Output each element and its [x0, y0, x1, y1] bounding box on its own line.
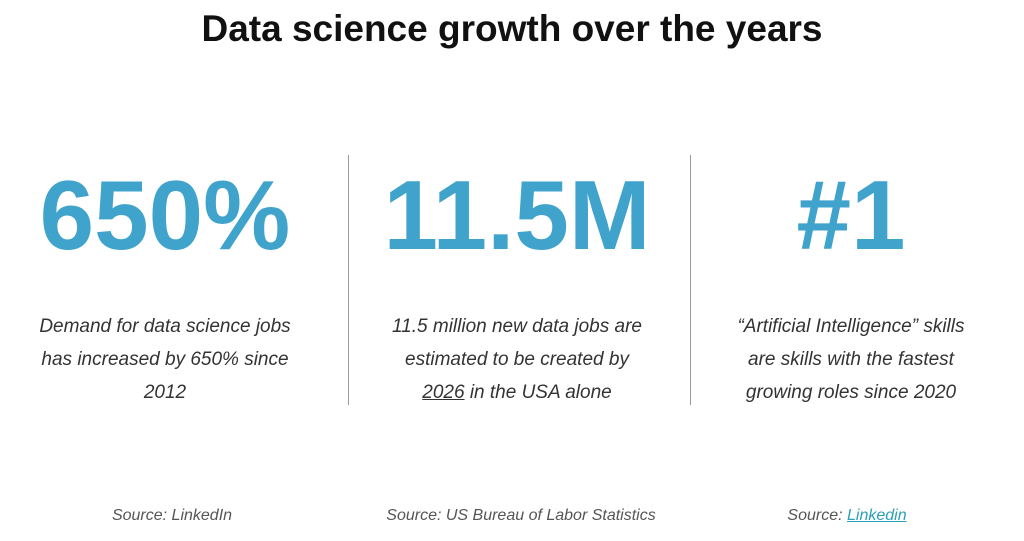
stat-description: 11.5 million new data jobs are estimated…: [352, 310, 682, 409]
divider: [690, 155, 691, 405]
source: Source: LinkedIn: [111, 507, 233, 524]
stat-column: 650% Demand for data science jobs has in…: [0, 160, 330, 409]
source: Source: US Bureau of Labor Statistics: [386, 507, 656, 524]
stat-value: #1: [796, 160, 906, 270]
description-line: 2012: [143, 382, 187, 403]
source-label: Source:: [787, 507, 847, 524]
source: Source: Linkedin: [682, 507, 1012, 525]
description-line: 11.5 million new data jobs are: [392, 316, 642, 337]
source-link[interactable]: Linkedin: [846, 507, 907, 524]
underlined-year: 2026: [422, 382, 465, 403]
stat-value: 650%: [39, 160, 291, 270]
divider: [348, 155, 349, 405]
description-line: estimated to be created by: [405, 349, 629, 370]
stat-column: #1 “Artificial Intelligence” skills are …: [686, 160, 1016, 409]
description-line: 2026 in the USA alone: [352, 376, 682, 409]
stat-description: “Artificial Intelligence” skills are ski…: [686, 310, 1016, 409]
stat-description: Demand for data science jobs has increas…: [0, 310, 330, 409]
description-text: in the USA alone: [464, 382, 612, 403]
description-line: Demand for data science jobs: [39, 316, 291, 337]
description-line: are skills with the fastest: [748, 349, 954, 370]
description-line: growing roles since 2020: [745, 382, 957, 403]
stat-value: 11.5M: [383, 160, 651, 270]
title: Data science growth over the years: [201, 8, 823, 49]
stat-column: 11.5M 11.5 million new data jobs are est…: [352, 160, 682, 409]
description-line: has increased by 650% since: [41, 349, 289, 370]
description-line: “Artificial Intelligence” skills: [737, 316, 965, 337]
